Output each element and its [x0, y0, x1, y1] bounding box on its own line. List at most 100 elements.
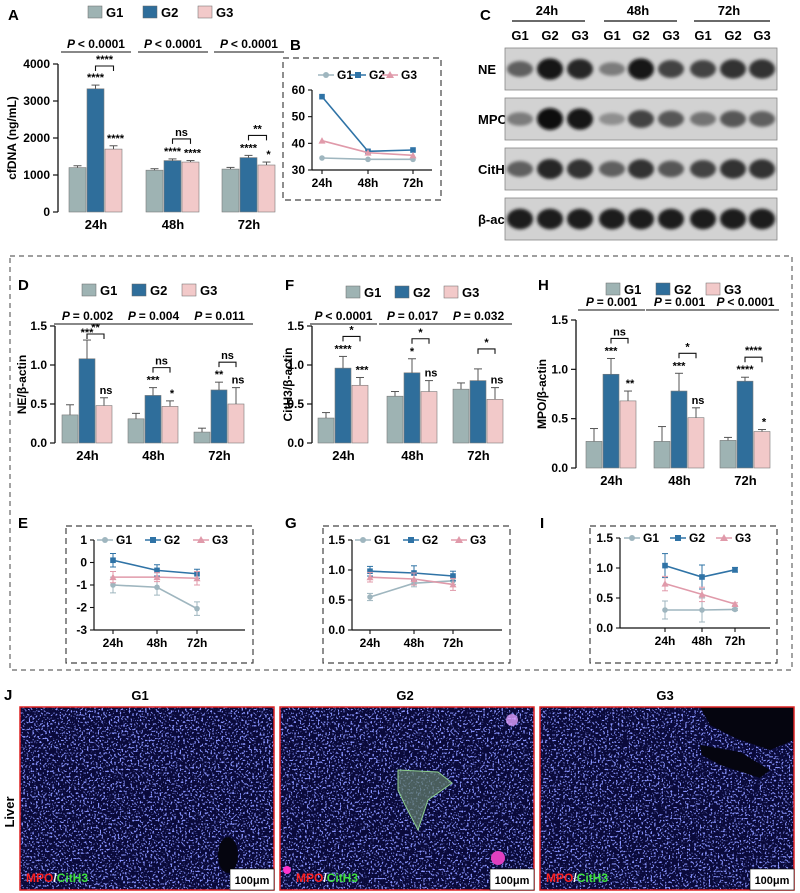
wb-protein-label: NE	[478, 62, 496, 77]
data-point	[731, 600, 739, 607]
x-tick-label: 48h	[404, 636, 425, 650]
legend-label-g1: G1	[100, 283, 117, 298]
data-point	[732, 606, 738, 613]
pvalue-symbol: P	[220, 37, 231, 51]
wb-band	[628, 58, 654, 80]
y-tick-label: 0.0	[30, 436, 47, 450]
significance-g2: **	[215, 369, 224, 381]
data-point	[699, 607, 705, 613]
chart-g-frame	[322, 525, 511, 664]
chart-g: G1 G2 G3 0.0 0.5 1.0 1.5 24h 48h 72h	[328, 533, 502, 650]
pvalue-symbol: P	[67, 37, 78, 51]
comparison-bracket	[342, 335, 361, 342]
pvalue-symbol: P	[717, 295, 728, 309]
legend-marker	[102, 537, 108, 543]
wb-band	[658, 160, 684, 178]
data-point	[154, 567, 160, 574]
bar	[193, 431, 211, 444]
bracket-significance: *	[418, 327, 423, 339]
wb-lane-labels: G1 G2 G3 G1 G2 G3 G1 G2 G3	[511, 28, 770, 43]
comparison-bracket	[94, 65, 115, 71]
pvalue-text: < 0.0001	[727, 295, 774, 309]
significance-g3: ***	[356, 364, 370, 376]
y-tick-label: 0.5	[328, 593, 345, 607]
bar	[334, 367, 352, 444]
bar	[257, 164, 276, 213]
bar	[317, 417, 335, 444]
bar	[469, 380, 487, 444]
pvalue-label: P = 0.001	[586, 295, 638, 309]
legend-f: G1 G2 G3	[345, 285, 479, 300]
bracket-significance: ****	[96, 54, 114, 66]
y-tick-label: 1.5	[551, 313, 568, 327]
legend-marker	[629, 535, 635, 541]
x-tick-label: 48h	[162, 217, 184, 232]
pvalue-label: P < 0.0001	[220, 37, 278, 51]
legend-label-g1: G1	[337, 68, 353, 82]
significance-g3: ****	[184, 148, 202, 160]
significance-g3: *	[170, 388, 175, 400]
pvalue-text: < 0.0001	[155, 37, 202, 51]
legend-swatch-g3	[197, 5, 213, 19]
pvalue-symbol: P	[62, 309, 73, 323]
legend-label-g2: G2	[369, 68, 385, 82]
bar	[602, 373, 620, 469]
micrograph-title-g2: G2	[396, 688, 413, 703]
wb-band	[690, 208, 716, 230]
mpo-signal	[491, 851, 505, 865]
pvalue-text: = 0.001	[597, 295, 638, 309]
wb-time-24h: 24h	[536, 3, 558, 18]
data-point	[110, 582, 116, 588]
y-tick-label: 0.0	[596, 621, 613, 635]
bar	[619, 400, 637, 469]
legend-swatch-g2	[131, 283, 147, 297]
legend-label-g3: G3	[724, 282, 741, 297]
bar	[420, 391, 438, 444]
bar	[78, 358, 96, 444]
bar	[145, 169, 164, 213]
legend-marker	[150, 537, 156, 543]
legend-label-g3: G3	[462, 285, 479, 300]
wb-lane-label: G3	[662, 28, 679, 43]
data-point	[662, 562, 668, 569]
y-tick-label: 1.0	[551, 362, 568, 376]
legend-marker	[323, 72, 329, 78]
bar	[670, 390, 688, 469]
pvalue-text: = 0.001	[665, 295, 706, 309]
pvalue-text: = 0.011	[205, 309, 245, 323]
wb-band	[567, 208, 593, 230]
wb-band	[749, 111, 775, 127]
significance-g3: *	[266, 149, 271, 161]
y-tick-label: 40	[292, 136, 306, 150]
wb-band	[658, 110, 684, 128]
bar	[719, 440, 737, 469]
series-line-g3	[664, 582, 736, 605]
data-point	[410, 147, 416, 153]
legend-label-g3: G3	[401, 68, 417, 82]
pvalue-text: = 0.032	[464, 309, 505, 323]
wb-protein-label: MPO	[478, 112, 508, 127]
bar	[127, 418, 145, 444]
wb-band	[628, 208, 654, 230]
y-tick-label: 1000	[23, 168, 50, 182]
pvalue-symbol: P	[453, 309, 464, 323]
legend-label-g2: G2	[161, 5, 178, 20]
pvalue-label: P < 0.0001	[315, 309, 373, 323]
wb-lane-label: G2	[632, 28, 649, 43]
bar	[86, 88, 105, 213]
legend-label-g2: G2	[422, 533, 438, 547]
wb-band	[599, 161, 625, 177]
significance-g2: ***	[81, 327, 95, 339]
vessel-lumen	[218, 837, 238, 873]
bracket-significance: **	[91, 322, 100, 334]
wb-band	[599, 62, 625, 76]
micrograph-border	[279, 706, 535, 891]
wb-band	[749, 59, 775, 79]
wb-lane-label: G1	[694, 28, 711, 43]
legend-marker	[197, 536, 205, 543]
x-tick-label: 24h	[85, 217, 107, 232]
wb-band	[567, 108, 593, 130]
y-tick-label: 0.5	[30, 397, 47, 411]
stain-sep: /	[573, 871, 577, 885]
